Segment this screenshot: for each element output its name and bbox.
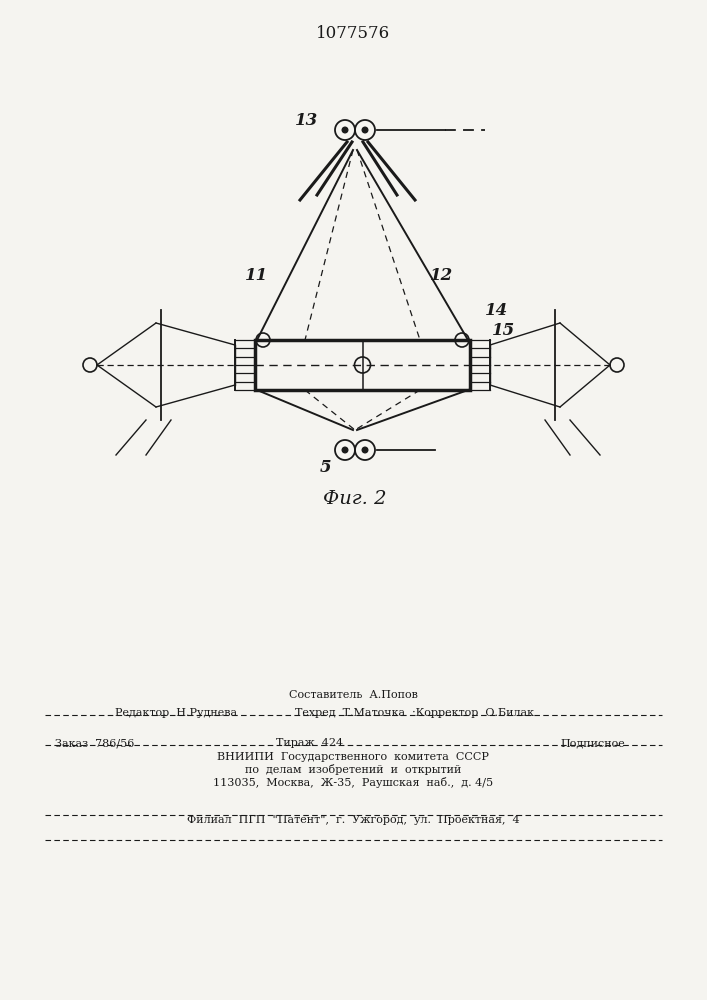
Text: 13: 13: [295, 112, 318, 129]
Circle shape: [362, 447, 368, 453]
Text: Фиг. 2: Фиг. 2: [323, 490, 387, 508]
Text: 12: 12: [430, 267, 453, 284]
Text: Тираж  424: Тираж 424: [276, 738, 344, 748]
Bar: [255, 340, 470, 390]
Text: 15: 15: [492, 322, 515, 339]
Text: ВНИИПИ  Государственного  комитета  СССР: ВНИИПИ Государственного комитета СССР: [217, 752, 489, 762]
Text: 1077576: 1077576: [316, 25, 390, 42]
Circle shape: [362, 127, 368, 133]
Text: 113035,  Москва,  Ж-35,  Раушская  наб.,  д. 4/5: 113035, Москва, Ж-35, Раушская наб., д. …: [213, 777, 493, 788]
Text: Редактор  Н.Руднева: Редактор Н.Руднева: [115, 708, 237, 718]
Text: Составитель  А.Попов: Составитель А.Попов: [288, 690, 417, 700]
Circle shape: [342, 127, 348, 133]
Circle shape: [342, 447, 348, 453]
Text: по  делам  изобретений  и  открытий: по делам изобретений и открытий: [245, 764, 461, 775]
Text: Заказ  786/56: Заказ 786/56: [55, 738, 134, 748]
Text: 5: 5: [320, 459, 332, 476]
Text: 11: 11: [245, 267, 268, 284]
Text: Подписное: Подписное: [560, 738, 625, 748]
Text: 14: 14: [485, 302, 508, 319]
Text: Филиал  ПГП  "Патент",  г.  Ужгород,  ул.  Проектная,  4: Филиал ПГП "Патент", г. Ужгород, ул. Про…: [187, 815, 520, 825]
Text: Техред  Т.Маточка  ·Корректор  О.Билак: Техред Т.Маточка ·Корректор О.Билак: [295, 708, 534, 718]
